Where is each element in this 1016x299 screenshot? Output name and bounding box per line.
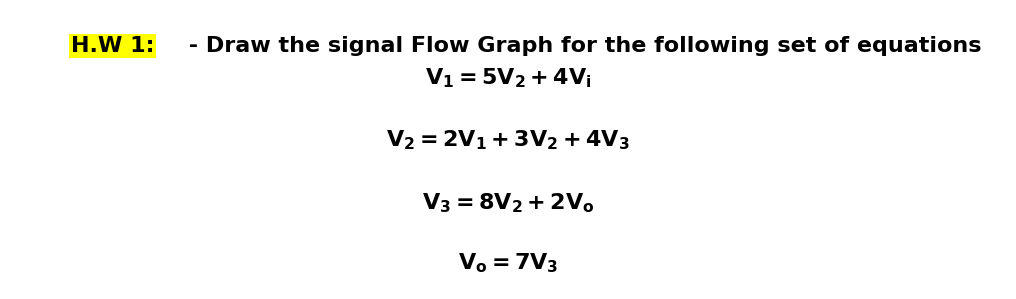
Text: $\mathbf{V_1 = 5V_2 + 4V_i}$: $\mathbf{V_1 = 5V_2 + 4V_i}$ [425, 66, 591, 90]
Text: $\mathbf{V_3 = 8V_2 + 2V_o}$: $\mathbf{V_3 = 8V_2 + 2V_o}$ [422, 192, 594, 215]
Text: - Draw the signal Flow Graph for the following set of equations: - Draw the signal Flow Graph for the fol… [181, 36, 981, 56]
Text: $\mathbf{V_o = 7V_3}$: $\mathbf{V_o = 7V_3}$ [458, 251, 558, 275]
Text: $\mathbf{V_2 = 2V_1 + 3V_2 + 4V_3}$: $\mathbf{V_2 = 2V_1 + 3V_2 + 4V_3}$ [386, 129, 630, 152]
Text: H.W 1:: H.W 1: [71, 36, 154, 56]
